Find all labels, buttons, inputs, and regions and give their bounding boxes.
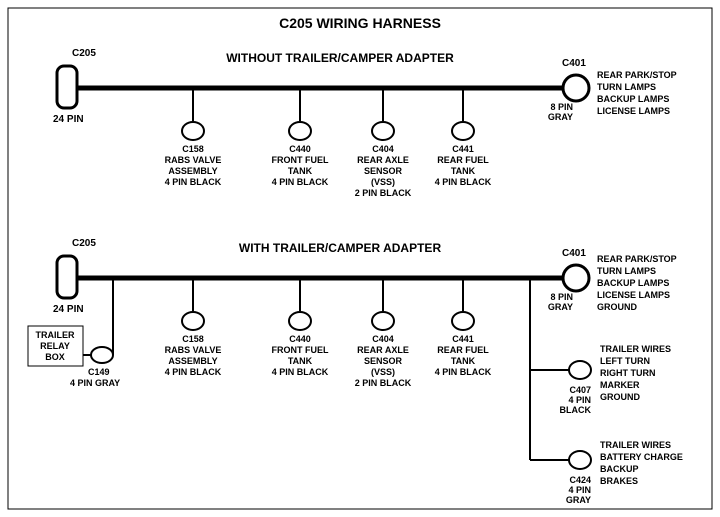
c158-1-id: C158 — [182, 144, 204, 154]
c424-l2: BACKUP — [600, 464, 639, 474]
relay-pin: 4 PIN GRAY — [70, 378, 120, 388]
c205-1-pin: 24 PIN — [53, 114, 84, 125]
c407-l2: RIGHT TURN — [600, 368, 656, 378]
c424-l3: BRAKES — [600, 476, 638, 486]
c401-2-l3: LICENSE LAMPS — [597, 290, 670, 300]
c404-2-l3: 2 PIN BLACK — [355, 378, 412, 388]
c401-1-id: C401 — [562, 58, 586, 69]
c407-l4: GROUND — [600, 392, 640, 402]
c205-2-id: C205 — [72, 238, 96, 249]
c407-pin: 4 PIN — [568, 395, 591, 405]
wiring-diagram: C205 WIRING HARNESS WITHOUT TRAILER/CAMP… — [0, 0, 720, 517]
c441-2-l0: REAR FUEL — [437, 345, 489, 355]
c404-2-l1: SENSOR — [364, 356, 403, 366]
c424-l0: TRAILER WIRES — [600, 440, 671, 450]
c404-2-l2: (VSS) — [371, 367, 395, 377]
c404-1-id: C404 — [372, 144, 394, 154]
c401-1-pin: 8 PIN — [550, 102, 573, 112]
c205-1-id: C205 — [72, 48, 96, 59]
relay-l0: TRAILER — [36, 330, 75, 340]
c407-col: BLACK — [560, 405, 592, 415]
section1-subtitle: WITHOUT TRAILER/CAMPER ADAPTER — [226, 51, 454, 65]
c407-l0: TRAILER WIRES — [600, 344, 671, 354]
c424-col: GRAY — [566, 495, 591, 505]
c441-1-l2: 4 PIN BLACK — [435, 177, 492, 187]
c407-l3: MARKER — [600, 380, 640, 390]
c440-1-id: C440 — [289, 144, 311, 154]
c401-2-l4: GROUND — [597, 302, 637, 312]
c440-2-l2: 4 PIN BLACK — [272, 367, 329, 377]
c440-2-l0: FRONT FUEL — [272, 345, 329, 355]
c404-1-l1: SENSOR — [364, 166, 403, 176]
c441-1-l1: TANK — [451, 166, 476, 176]
c407-l1: LEFT TURN — [600, 356, 650, 366]
c158-2-l2: 4 PIN BLACK — [165, 367, 222, 377]
c401-2-color: GRAY — [548, 302, 573, 312]
c424-pin: 4 PIN — [568, 485, 591, 495]
c401-1-l2: BACKUP LAMPS — [597, 94, 669, 104]
c401-1-l0: REAR PARK/STOP — [597, 70, 677, 80]
relay-id: C149 — [88, 367, 110, 377]
c404-2-l0: REAR AXLE — [357, 345, 409, 355]
c401-2-pin: 8 PIN — [550, 292, 573, 302]
c404-1-l0: REAR AXLE — [357, 155, 409, 165]
relay-l1: RELAY — [40, 341, 70, 351]
c158-1-l2: 4 PIN BLACK — [165, 177, 222, 187]
c401-1-color: GRAY — [548, 112, 573, 122]
c440-1-l1: TANK — [288, 166, 313, 176]
c404-2-id: C404 — [372, 334, 394, 344]
c440-1-l2: 4 PIN BLACK — [272, 177, 329, 187]
c158-2-id: C158 — [182, 334, 204, 344]
section2-subtitle: WITH TRAILER/CAMPER ADAPTER — [239, 241, 442, 255]
c158-2-l0: RABS VALVE — [165, 345, 222, 355]
c441-2-l1: TANK — [451, 356, 476, 366]
c401-2-l1: TURN LAMPS — [597, 266, 656, 276]
c158-2-l1: ASSEMBLY — [168, 356, 217, 366]
c407-id: C407 — [569, 385, 591, 395]
c401-1-l1: TURN LAMPS — [597, 82, 656, 92]
c440-2-id: C440 — [289, 334, 311, 344]
c440-1-l0: FRONT FUEL — [272, 155, 329, 165]
c401-2-l2: BACKUP LAMPS — [597, 278, 669, 288]
c158-1-l0: RABS VALVE — [165, 155, 222, 165]
c441-2-id: C441 — [452, 334, 474, 344]
c158-1-l1: ASSEMBLY — [168, 166, 217, 176]
c401-2-l0: REAR PARK/STOP — [597, 254, 677, 264]
c424-id: C424 — [569, 475, 591, 485]
c401-2-id: C401 — [562, 248, 586, 259]
c404-1-l2: (VSS) — [371, 177, 395, 187]
c401-1-l3: LICENSE LAMPS — [597, 106, 670, 116]
c441-2-l2: 4 PIN BLACK — [435, 367, 492, 377]
c441-1-id: C441 — [452, 144, 474, 154]
c440-2-l1: TANK — [288, 356, 313, 366]
relay-l2: BOX — [45, 352, 65, 362]
c205-2-pin: 24 PIN — [53, 304, 84, 315]
c441-1-l0: REAR FUEL — [437, 155, 489, 165]
page-title: C205 WIRING HARNESS — [279, 15, 441, 31]
c404-1-l3: 2 PIN BLACK — [355, 188, 412, 198]
c424-l1: BATTERY CHARGE — [600, 452, 683, 462]
